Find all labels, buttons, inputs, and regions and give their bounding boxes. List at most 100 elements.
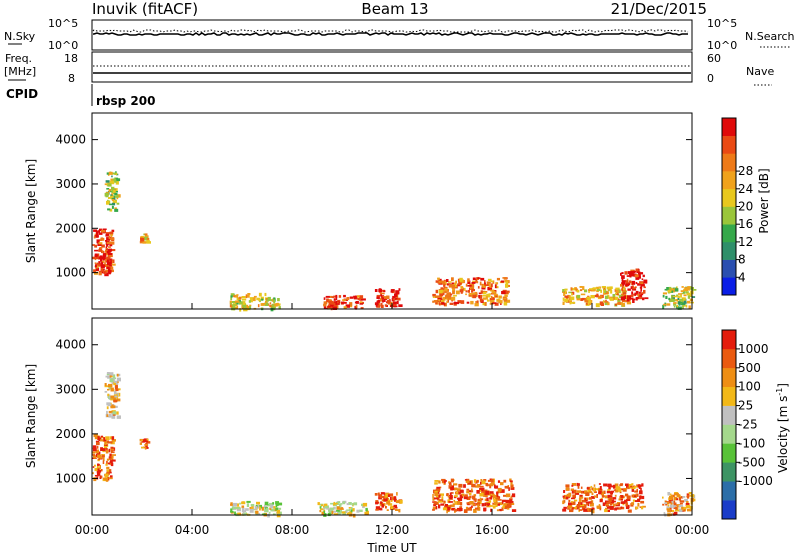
data-cell — [562, 289, 565, 293]
data-cell — [493, 498, 496, 502]
data-cell — [677, 306, 682, 310]
data-cell — [682, 508, 684, 511]
data-cell — [390, 290, 393, 293]
data-cell — [690, 293, 693, 297]
data-cell — [94, 467, 98, 472]
data-cell — [670, 509, 675, 512]
data-cell — [92, 451, 95, 454]
data-cell — [260, 296, 264, 300]
data-cell — [453, 487, 458, 491]
data-cell — [374, 302, 379, 306]
data-cell — [631, 486, 636, 490]
data-cell — [270, 307, 274, 312]
data-cell — [108, 248, 112, 252]
data-cell — [669, 501, 672, 504]
data-cell — [580, 289, 583, 292]
data-cell — [246, 306, 251, 311]
data-cell — [632, 298, 636, 301]
data-cell — [604, 302, 608, 306]
data-cell — [390, 496, 392, 501]
data-cell — [110, 441, 115, 445]
data-cell — [439, 493, 444, 496]
data-cell — [108, 386, 112, 390]
data-cell — [95, 440, 100, 443]
data-cell — [264, 302, 269, 306]
freq-unit: [MHz] — [4, 65, 36, 78]
data-cell — [481, 503, 485, 507]
data-cell — [476, 479, 479, 483]
data-cell — [609, 506, 614, 510]
data-cell — [469, 495, 472, 499]
data-cell — [348, 511, 352, 514]
data-cell — [620, 495, 624, 498]
data-cell — [92, 466, 95, 468]
data-cell — [496, 494, 499, 498]
data-cell — [108, 383, 113, 388]
nave-label: Nave — [746, 65, 774, 78]
data-cell — [576, 504, 581, 508]
data-cell — [236, 294, 239, 296]
data-cell — [465, 480, 470, 483]
data-cell — [229, 304, 233, 308]
data-cell — [235, 302, 239, 305]
data-cell — [362, 505, 365, 509]
data-cell — [662, 292, 667, 295]
data-cell — [275, 507, 279, 512]
data-cell — [243, 308, 248, 312]
data-cell — [492, 503, 497, 505]
colorbar-tick-label: 25 — [738, 399, 753, 413]
data-cell — [622, 488, 627, 492]
data-cell — [109, 264, 112, 267]
data-cell — [115, 190, 118, 193]
data-cell — [511, 509, 517, 512]
data-cell — [114, 195, 119, 198]
data-cell — [688, 305, 691, 309]
data-cell — [106, 250, 109, 254]
data-cell — [498, 509, 502, 511]
data-cell — [495, 282, 499, 285]
data-cell — [460, 286, 464, 290]
data-cell — [230, 293, 235, 297]
data-cell — [271, 304, 275, 307]
data-cell — [349, 305, 353, 308]
freq-strip: Freq. [MHz] 18 8 60 0 Nave — [4, 51, 774, 86]
data-cell — [105, 269, 109, 273]
data-cell — [343, 301, 347, 304]
freq-ytick-top: 18 — [64, 52, 78, 65]
data-cell — [250, 506, 254, 509]
nsky-trace — [93, 32, 688, 36]
data-cell — [441, 300, 444, 304]
data-cell — [452, 288, 456, 292]
data-cell — [489, 483, 494, 487]
data-cell — [327, 306, 331, 308]
data-cell — [111, 229, 115, 233]
data-cell — [273, 299, 276, 304]
data-cell — [598, 296, 603, 299]
data-cell — [384, 495, 387, 499]
data-cell — [465, 478, 470, 482]
cpid-label: CPID — [6, 87, 38, 101]
data-cell — [492, 505, 496, 509]
data-cell — [266, 299, 269, 302]
data-cell — [97, 454, 102, 459]
data-cell — [92, 447, 97, 452]
data-cell — [571, 501, 576, 505]
data-cell — [114, 395, 118, 398]
data-cell — [460, 281, 463, 283]
data-cell — [250, 299, 253, 303]
data-cell — [114, 208, 119, 212]
data-region — [99, 250, 114, 277]
data-cell — [102, 439, 107, 442]
time-xlabel: Time UT — [366, 541, 417, 554]
data-cell — [509, 499, 513, 502]
data-cell — [626, 275, 631, 277]
data-cell — [319, 506, 322, 509]
data-cell — [592, 287, 598, 290]
data-cell — [105, 240, 107, 242]
data-cell — [576, 490, 581, 493]
data-cell — [108, 246, 111, 248]
data-cell — [472, 503, 476, 506]
data-cell — [475, 502, 478, 506]
data-cell — [606, 501, 611, 504]
